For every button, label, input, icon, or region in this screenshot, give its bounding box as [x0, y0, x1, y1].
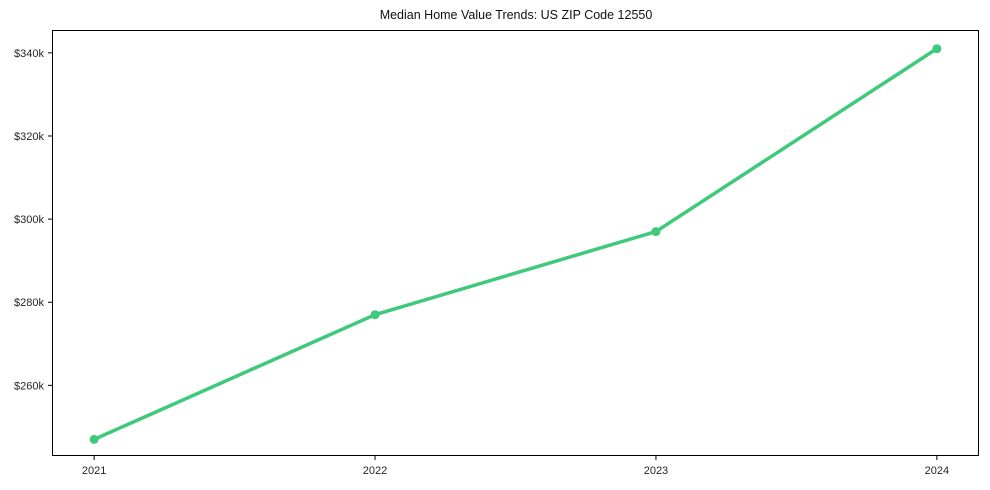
x-tick-label: 2024	[925, 465, 949, 477]
y-tick-label: $280k	[14, 297, 44, 309]
plot-border	[52, 30, 979, 456]
data-point-marker	[651, 227, 661, 237]
y-tick-label: $300k	[14, 214, 44, 226]
y-tick-label: $340k	[14, 48, 44, 60]
series-line	[92, 46, 939, 442]
x-tick-label: 2023	[644, 465, 668, 477]
x-tick-label: 2022	[363, 465, 387, 477]
data-point-marker	[370, 310, 380, 320]
chart-title: Median Home Value Trends: US ZIP Code 12…	[379, 8, 653, 22]
data-point-marker	[89, 434, 99, 444]
data-point-marker	[932, 44, 942, 54]
y-tick-label: $260k	[14, 380, 44, 392]
y-tick-label: $320k	[14, 131, 44, 143]
x-tick-label: 2021	[82, 465, 106, 477]
